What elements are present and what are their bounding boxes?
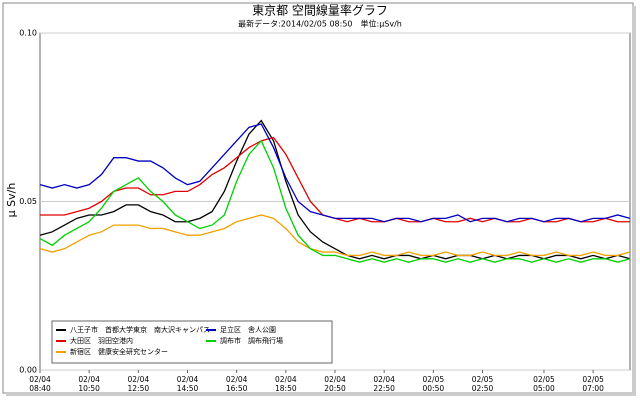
x-tick-label: 02/05 00:50: [422, 375, 445, 393]
x-tick-label: 02/04 14:50: [176, 375, 199, 393]
chart-title: 東京都 空間線量率グラフ: [252, 3, 388, 18]
y-tick-label: 0.05: [19, 197, 37, 206]
frame-shadow: [6, 392, 636, 396]
legend-label: 調布市 調布飛行場: [220, 336, 283, 345]
x-tick-label: 02/04 12:50: [127, 375, 150, 393]
y-tick-label: 0.10: [19, 29, 37, 38]
legend-label: 足立区 舎人公園: [220, 325, 276, 334]
x-tick-label: 02/04 20:50: [324, 375, 346, 393]
legend: [51, 320, 333, 364]
x-tick-label: 02/04 10:50: [78, 375, 100, 393]
y-tick-label: 0.00: [19, 366, 37, 375]
x-tick-label: 02/05 07:00: [582, 375, 604, 393]
legend-label: 八王子市 首都大学東京 南大沢キャンパス: [70, 325, 210, 334]
x-tick-label: 02/04 18:50: [275, 375, 297, 393]
frame-shadow: [632, 6, 636, 396]
x-tick-label: 02/05 05:00: [533, 375, 555, 393]
x-tick-label: 02/05 02:50: [471, 375, 494, 393]
chart-subtitle: 最新データ:2014/02/05 08:50 単位:μSv/h: [238, 19, 402, 29]
y-axis-label: μ Sv/h: [5, 183, 18, 218]
series-line: [39, 214, 631, 257]
legend-label: 新宿区 健康安全研究センター: [70, 347, 168, 356]
x-tick-label: 02/04 22:50: [373, 375, 395, 393]
series-line: [39, 123, 631, 223]
legend-label: 大田区 羽田空港内: [70, 336, 133, 345]
series-line: [39, 139, 631, 263]
x-tick-label: 02/04 16:50: [225, 375, 248, 393]
x-tick-label: 02/04 08:40: [29, 375, 51, 393]
